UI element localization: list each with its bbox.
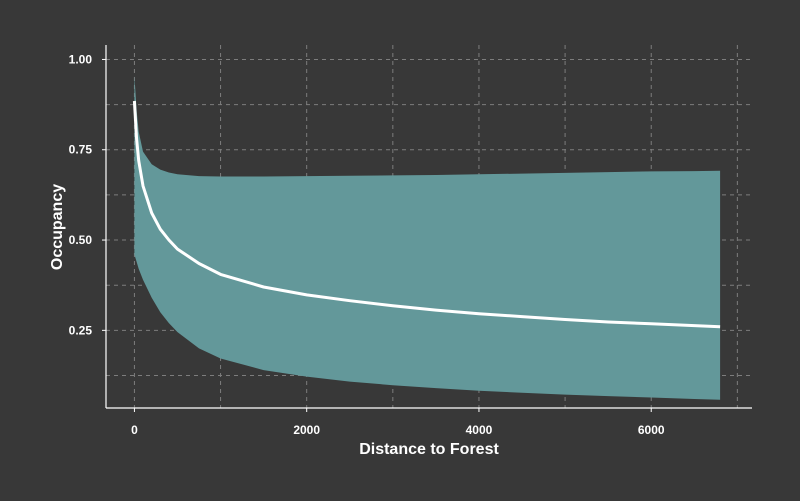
tick-labels: 0 2000 4000 6000 0.25 0.50 0.75 1.00 [69, 52, 665, 437]
x-tick-label: 2000 [293, 423, 320, 437]
x-tick-label: 0 [131, 423, 138, 437]
y-tick-label: 1.00 [69, 52, 93, 66]
x-axis-title: Distance to Forest [359, 441, 499, 458]
x-tick-label: 6000 [638, 423, 665, 437]
y-tick-label: 0.25 [69, 323, 93, 337]
y-axis-title: Occupancy [49, 184, 66, 270]
y-tick-label: 0.75 [69, 143, 93, 157]
y-tick-label: 0.50 [69, 233, 93, 247]
axes [105, 45, 752, 409]
x-tick-label: 4000 [466, 423, 493, 437]
mean-occupancy-line [132, 100, 721, 329]
